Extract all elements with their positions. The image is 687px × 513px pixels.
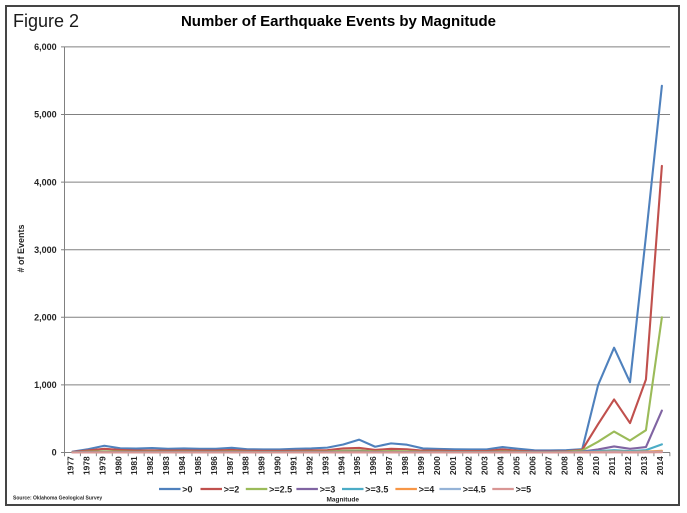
svg-text:1978: 1978	[81, 456, 91, 475]
svg-text:1979: 1979	[97, 456, 107, 475]
svg-text:>=4.5: >=4.5	[463, 484, 486, 494]
svg-text:>=3.5: >=3.5	[365, 484, 388, 494]
svg-text:1994: 1994	[336, 456, 346, 475]
svg-text:1977: 1977	[65, 456, 75, 475]
svg-text:1980: 1980	[113, 456, 123, 475]
svg-text:# of Events: # of Events	[16, 224, 26, 272]
svg-text:2005: 2005	[512, 456, 522, 475]
svg-text:6,000: 6,000	[34, 42, 57, 52]
svg-text:3,000: 3,000	[34, 245, 57, 255]
svg-text:>=2: >=2	[224, 484, 240, 494]
svg-text:2004: 2004	[496, 456, 506, 475]
svg-text:2009: 2009	[575, 456, 585, 475]
svg-text:Magnitude: Magnitude	[326, 496, 359, 503]
svg-text:2011: 2011	[607, 456, 617, 475]
svg-text:1,000: 1,000	[34, 380, 57, 390]
svg-text:1992: 1992	[304, 456, 314, 475]
svg-text:2013: 2013	[639, 456, 649, 475]
svg-text:1990: 1990	[273, 456, 283, 475]
svg-text:>=2.5: >=2.5	[269, 484, 292, 494]
svg-text:1981: 1981	[129, 456, 139, 475]
svg-text:2007: 2007	[543, 456, 553, 475]
svg-text:2010: 2010	[591, 456, 601, 475]
svg-text:1985: 1985	[193, 456, 203, 475]
svg-text:1999: 1999	[416, 456, 426, 475]
svg-text:1986: 1986	[209, 456, 219, 475]
svg-text:1993: 1993	[320, 456, 330, 475]
svg-text:5,000: 5,000	[34, 110, 57, 120]
svg-text:>0: >0	[182, 484, 192, 494]
svg-text:2014: 2014	[655, 456, 665, 475]
svg-text:0: 0	[52, 448, 57, 458]
svg-text:2012: 2012	[623, 456, 633, 475]
svg-text:1989: 1989	[257, 456, 267, 475]
svg-text:1983: 1983	[161, 456, 171, 475]
svg-text:1998: 1998	[400, 456, 410, 475]
svg-text:1997: 1997	[384, 456, 394, 475]
svg-text:2,000: 2,000	[34, 313, 57, 323]
svg-text:1995: 1995	[352, 456, 362, 475]
svg-text:4,000: 4,000	[34, 177, 57, 187]
svg-text:>=3: >=3	[320, 484, 336, 494]
svg-text:2002: 2002	[464, 456, 474, 475]
svg-text:1984: 1984	[177, 456, 187, 475]
svg-text:1996: 1996	[368, 456, 378, 475]
svg-text:>=5: >=5	[516, 484, 532, 494]
svg-text:2003: 2003	[480, 456, 490, 475]
svg-text:1982: 1982	[145, 456, 155, 475]
svg-text:>=4: >=4	[419, 484, 435, 494]
svg-text:Source: Oklahoma Geological Su: Source: Oklahoma Geological Survey	[13, 496, 102, 502]
svg-text:2001: 2001	[448, 456, 458, 475]
svg-text:2000: 2000	[432, 456, 442, 475]
svg-text:1988: 1988	[241, 456, 251, 475]
svg-text:2006: 2006	[527, 456, 537, 475]
svg-text:2008: 2008	[559, 456, 569, 475]
svg-text:1991: 1991	[288, 456, 298, 475]
svg-text:1987: 1987	[225, 456, 235, 475]
